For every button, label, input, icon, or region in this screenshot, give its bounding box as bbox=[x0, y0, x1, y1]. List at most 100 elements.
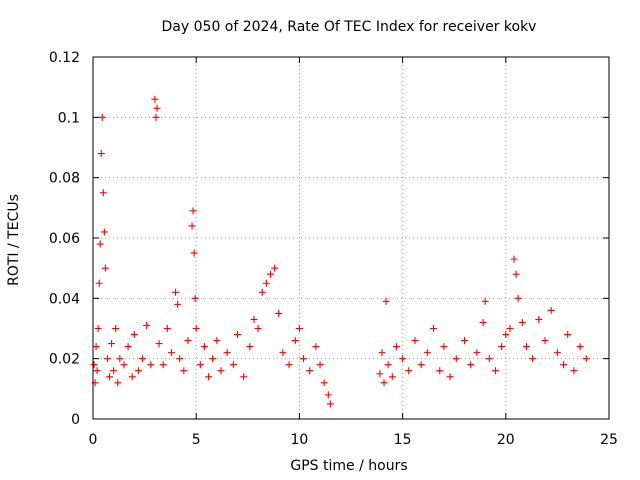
data-point bbox=[510, 255, 518, 263]
data-point bbox=[114, 379, 122, 387]
data-point bbox=[233, 331, 241, 339]
data-point bbox=[279, 349, 287, 357]
data-point bbox=[112, 325, 120, 332]
data-point bbox=[120, 361, 128, 369]
data-point bbox=[275, 309, 283, 317]
data-point bbox=[101, 264, 109, 272]
data-point bbox=[326, 400, 334, 408]
data-point bbox=[498, 343, 506, 351]
data-point bbox=[153, 104, 161, 112]
data-point bbox=[518, 318, 526, 326]
data-point bbox=[99, 189, 107, 197]
data-point bbox=[196, 361, 204, 369]
data-point bbox=[223, 349, 231, 357]
data-point bbox=[254, 325, 262, 332]
data-point bbox=[506, 325, 514, 332]
data-point bbox=[93, 367, 101, 375]
data-point bbox=[285, 361, 293, 369]
data-point bbox=[491, 367, 499, 375]
data-point bbox=[560, 361, 568, 369]
data-point bbox=[205, 373, 213, 381]
data-point bbox=[485, 355, 493, 363]
data-point bbox=[388, 373, 396, 381]
data-point bbox=[139, 355, 147, 363]
data-point bbox=[271, 264, 279, 272]
y-axis-label: ROTI / TECUs bbox=[6, 194, 22, 286]
data-point bbox=[95, 279, 103, 287]
chart-title: Day 050 of 2024, Rate Of TEC Index for r… bbox=[162, 19, 537, 35]
data-point bbox=[152, 113, 160, 121]
data-point bbox=[582, 355, 590, 363]
data-point bbox=[143, 321, 151, 329]
data-point bbox=[564, 331, 572, 339]
data-point bbox=[380, 379, 388, 387]
data-point bbox=[378, 349, 386, 357]
data-point bbox=[159, 361, 167, 369]
data-point bbox=[440, 343, 448, 351]
data-point bbox=[217, 367, 225, 375]
data-point bbox=[306, 367, 314, 375]
data-point bbox=[213, 337, 221, 345]
x-tick-label: 15 bbox=[394, 432, 412, 448]
x-axis-label: GPS time / hours bbox=[290, 458, 407, 474]
grid-layer bbox=[93, 57, 609, 419]
data-point bbox=[316, 361, 324, 369]
data-point bbox=[180, 367, 188, 375]
data-point bbox=[174, 300, 182, 308]
data-point bbox=[110, 367, 118, 375]
data-point bbox=[250, 315, 258, 323]
y-tick-label: 0.08 bbox=[49, 171, 80, 187]
data-point bbox=[155, 340, 163, 348]
data-point bbox=[134, 367, 142, 375]
data-point bbox=[423, 349, 431, 357]
data-point bbox=[200, 343, 208, 351]
data-point bbox=[116, 355, 124, 363]
x-tick-label: 20 bbox=[497, 432, 515, 448]
data-point bbox=[90, 361, 98, 369]
data-point bbox=[176, 355, 184, 363]
data-point bbox=[502, 331, 510, 339]
data-point bbox=[405, 367, 413, 375]
data-point bbox=[246, 343, 254, 351]
data-point bbox=[446, 373, 454, 381]
data-point bbox=[267, 270, 275, 278]
data-point bbox=[258, 288, 266, 296]
data-point bbox=[376, 370, 384, 378]
data-point bbox=[553, 349, 561, 357]
data-point bbox=[189, 207, 197, 215]
data-points bbox=[90, 95, 590, 408]
data-point bbox=[384, 361, 392, 369]
data-point bbox=[382, 297, 390, 305]
data-point bbox=[430, 325, 438, 332]
data-point bbox=[192, 325, 200, 332]
data-point bbox=[481, 297, 489, 305]
data-point bbox=[147, 361, 155, 369]
y-tick-label: 0.04 bbox=[49, 291, 80, 307]
data-point bbox=[522, 343, 530, 351]
data-point bbox=[436, 367, 444, 375]
data-point bbox=[514, 294, 522, 302]
data-point bbox=[461, 337, 469, 345]
data-point bbox=[417, 361, 425, 369]
data-point bbox=[190, 249, 198, 257]
data-point bbox=[124, 343, 132, 351]
data-point bbox=[97, 150, 105, 158]
data-point bbox=[108, 340, 116, 348]
y-tick-label: 0.06 bbox=[49, 231, 80, 247]
data-point bbox=[188, 222, 196, 230]
data-point bbox=[399, 355, 407, 363]
y-tick-label: 0.02 bbox=[49, 352, 80, 368]
data-point bbox=[452, 355, 460, 363]
data-point bbox=[291, 337, 299, 345]
data-point bbox=[324, 391, 332, 399]
data-point bbox=[320, 379, 328, 387]
data-point bbox=[541, 337, 549, 345]
data-point bbox=[392, 343, 400, 351]
data-point bbox=[295, 325, 303, 332]
data-point bbox=[229, 361, 237, 369]
y-tick-label: 0.1 bbox=[58, 110, 80, 126]
x-tick-label: 25 bbox=[600, 432, 618, 448]
data-point bbox=[128, 373, 136, 381]
data-point bbox=[184, 337, 192, 345]
